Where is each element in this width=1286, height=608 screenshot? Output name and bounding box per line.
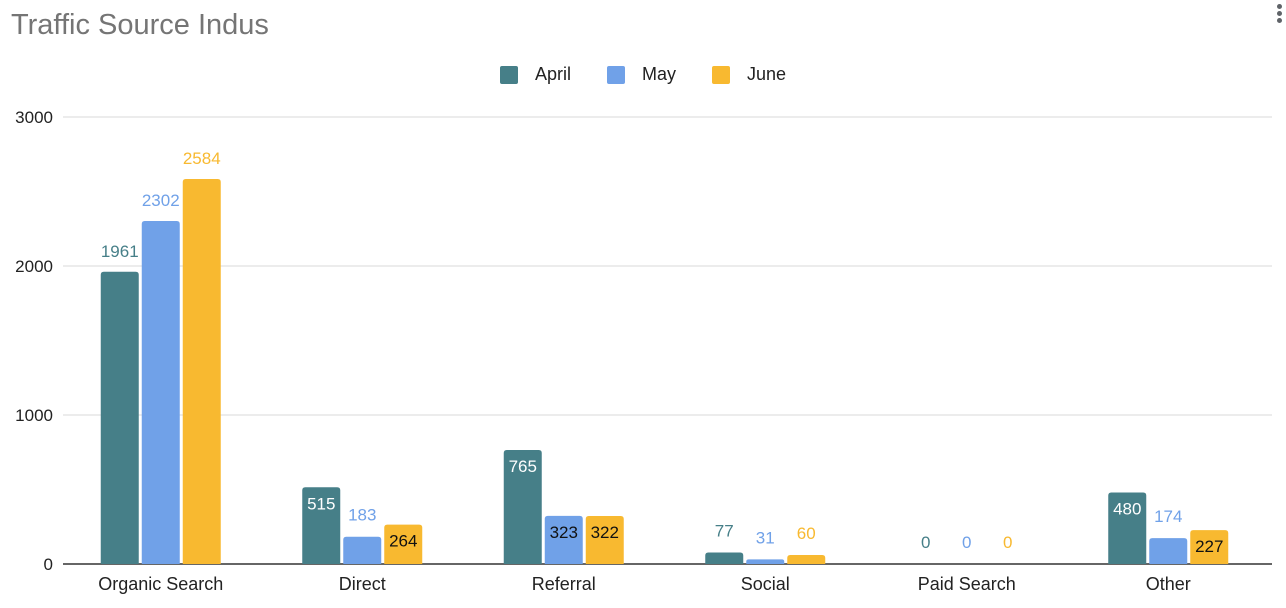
more-options-icon[interactable]: [1276, 2, 1284, 24]
data-label: 174: [1154, 507, 1182, 526]
data-label: 765: [509, 457, 537, 476]
bar-may: [544, 515, 583, 564]
bar-april: [100, 271, 139, 564]
bar-june: [787, 555, 826, 564]
y-tick-label: 1000: [15, 406, 53, 425]
data-label: 515: [307, 494, 335, 513]
menu-dot: [1277, 18, 1282, 23]
legend-item-may[interactable]: May: [606, 64, 676, 85]
data-label: 0: [1003, 533, 1012, 552]
bar-april: [705, 552, 744, 564]
bar-june: [585, 516, 624, 564]
data-label: 264: [389, 532, 417, 551]
bar-june: [1190, 530, 1229, 564]
data-label: 0: [962, 533, 971, 552]
chart-title: Traffic Source Indus: [11, 9, 269, 41]
x-category-label: Referral: [532, 574, 596, 594]
data-label: 31: [756, 528, 775, 547]
bar-june: [384, 524, 423, 564]
data-label: 2584: [183, 149, 221, 168]
data-label: 323: [550, 523, 578, 542]
legend: April May June: [0, 64, 1286, 85]
data-label: 1961: [101, 242, 139, 261]
menu-dot: [1277, 11, 1282, 16]
legend-swatch: [606, 65, 625, 84]
x-category-label: Social: [741, 574, 790, 594]
menu-dot: [1277, 4, 1282, 9]
data-label: 480: [1113, 499, 1141, 518]
bar-may: [1149, 538, 1188, 564]
legend-swatch: [711, 65, 730, 84]
data-label: 227: [1195, 537, 1223, 556]
data-label: 0: [921, 533, 930, 552]
y-tick-label: 0: [44, 555, 53, 574]
data-label: 60: [797, 524, 816, 543]
legend-items: April May June: [499, 64, 787, 85]
data-label: 2302: [142, 191, 180, 210]
data-label: 183: [348, 506, 376, 525]
x-category-label: Other: [1146, 574, 1191, 594]
x-category-label: Organic Search: [98, 574, 223, 594]
bar-may: [746, 559, 785, 564]
legend-label: May: [641, 64, 676, 84]
legend-label: April: [534, 64, 571, 84]
bar-may: [141, 221, 180, 564]
legend-item-april[interactable]: April: [499, 64, 571, 85]
y-tick-label: 2000: [15, 257, 53, 276]
y-tick-label: 3000: [15, 108, 53, 127]
data-label: 322: [591, 523, 619, 542]
legend-swatch: [499, 65, 518, 84]
x-category-label: Direct: [339, 574, 386, 594]
bar-april: [302, 487, 341, 564]
legend-item-june[interactable]: June: [711, 64, 787, 85]
bar-april: [503, 450, 542, 564]
bar-april: [1108, 492, 1147, 564]
bar-june: [182, 178, 221, 564]
bar-may: [343, 536, 382, 564]
legend-label: June: [746, 64, 787, 84]
x-category-label: Paid Search: [918, 574, 1016, 594]
data-label: 77: [715, 522, 734, 541]
